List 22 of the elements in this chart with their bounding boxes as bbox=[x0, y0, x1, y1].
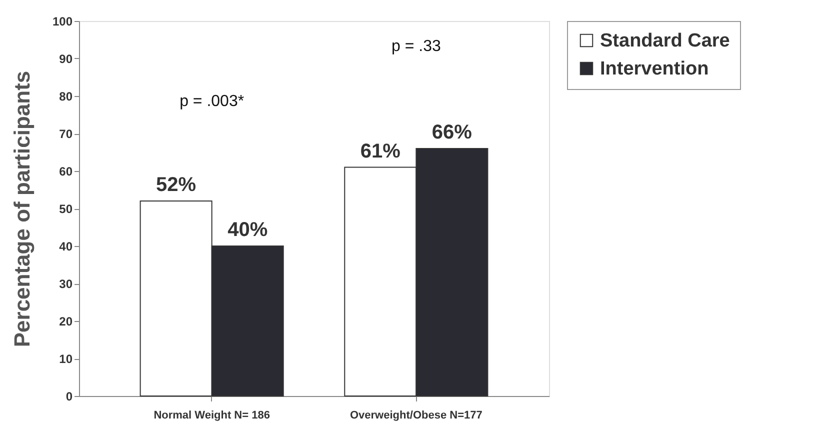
y-tick-label: 90 bbox=[59, 52, 73, 66]
annotation: p = .33 bbox=[391, 38, 441, 55]
y-tick-label: 70 bbox=[59, 127, 73, 141]
y-tick-label: 30 bbox=[59, 277, 73, 291]
x-tick-label: Normal Weight N= 186 bbox=[154, 410, 270, 422]
data-label: 66% bbox=[432, 122, 472, 144]
y-tick-label: 60 bbox=[59, 164, 73, 178]
data-label: 61% bbox=[360, 140, 401, 162]
y-tick-label: 50 bbox=[59, 202, 73, 216]
y-tick-label: 0 bbox=[66, 390, 73, 404]
y-tick-label: 100 bbox=[52, 14, 73, 28]
y-axis-title: Percentage of participants bbox=[9, 70, 34, 348]
data-label: 52% bbox=[156, 174, 196, 196]
annotation: p = .003* bbox=[180, 93, 244, 110]
y-tick-label: 80 bbox=[59, 90, 73, 104]
legend-label: Standard Care bbox=[600, 30, 730, 52]
y-tick-label: 20 bbox=[59, 314, 73, 328]
legend-label: Intervention bbox=[600, 58, 709, 80]
y-tick-label: 40 bbox=[59, 240, 73, 254]
data-label: 40% bbox=[228, 219, 268, 241]
y-tick-label: 10 bbox=[59, 352, 73, 366]
x-tick-label: Overweight/Obese N=177 bbox=[350, 410, 482, 422]
